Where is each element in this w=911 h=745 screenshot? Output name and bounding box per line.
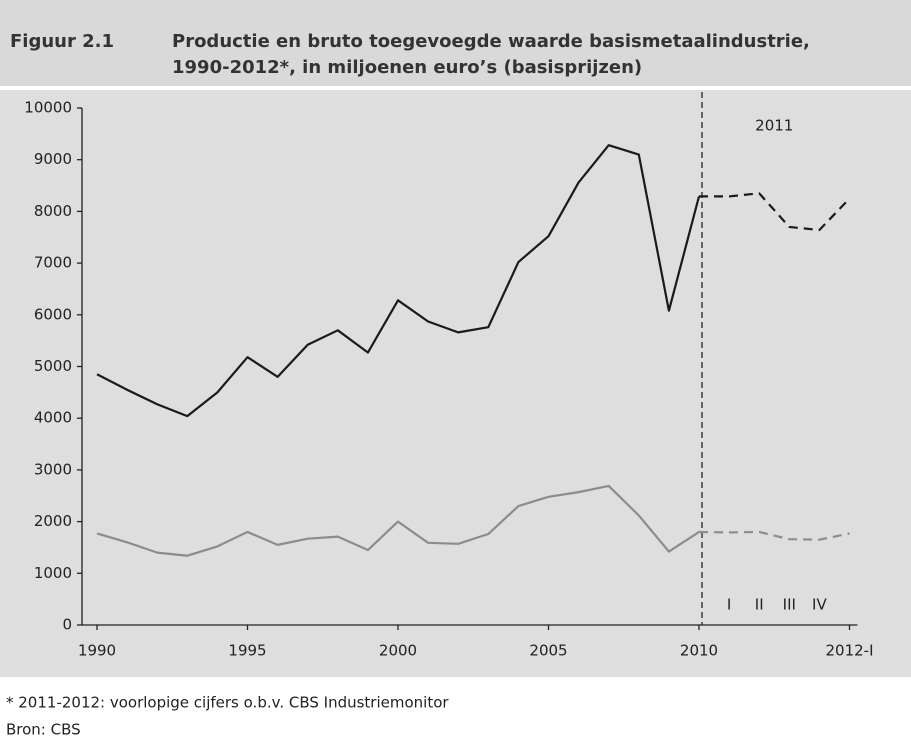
- y-tick-label: 1000: [34, 564, 72, 582]
- series-line: [699, 192, 851, 232]
- series-line: [96, 144, 701, 418]
- x-tick-label: 2000: [379, 642, 417, 660]
- y-tick-label: 4000: [34, 409, 72, 427]
- x-tick-label: 1995: [228, 642, 266, 660]
- quarter-label: IV: [812, 596, 827, 614]
- x-tick-label: 2005: [529, 642, 567, 660]
- x-tick-label: 1990: [78, 642, 116, 660]
- series-line: [96, 484, 700, 557]
- x-tick-label: 2012-I: [825, 642, 873, 660]
- y-tick-label: 2000: [34, 512, 72, 530]
- quarter-label: II: [755, 596, 764, 614]
- y-tick-label: 5000: [34, 357, 72, 375]
- y-tick-label: 6000: [34, 305, 72, 323]
- y-tick-label: 9000: [34, 150, 72, 168]
- y-tick-label: 7000: [34, 254, 72, 272]
- source: Bron: CBS: [6, 721, 81, 739]
- series-line: [698, 530, 850, 541]
- quarter-label: I: [727, 596, 731, 614]
- quarter-label: III: [783, 596, 796, 614]
- y-tick-label: 3000: [34, 460, 72, 478]
- footnote: * 2011-2012: voorlopige cijfers o.b.v. C…: [6, 694, 449, 712]
- y-tick-label: 8000: [34, 202, 72, 220]
- header-band: [0, 0, 911, 86]
- y-tick-label: 10000: [24, 99, 72, 117]
- period-annotation: 2011: [755, 117, 793, 135]
- plot-band: [0, 90, 911, 677]
- figure-label: Figuur 2.1: [10, 31, 114, 52]
- x-tick-label: 2010: [680, 642, 718, 660]
- y-tick-label: 0: [62, 616, 72, 634]
- chart-title: Productie en bruto toegevoegde waarde ba…: [172, 31, 810, 52]
- chart-title: 1990-2012*, in miljoenen euro’s (basispr…: [172, 57, 642, 78]
